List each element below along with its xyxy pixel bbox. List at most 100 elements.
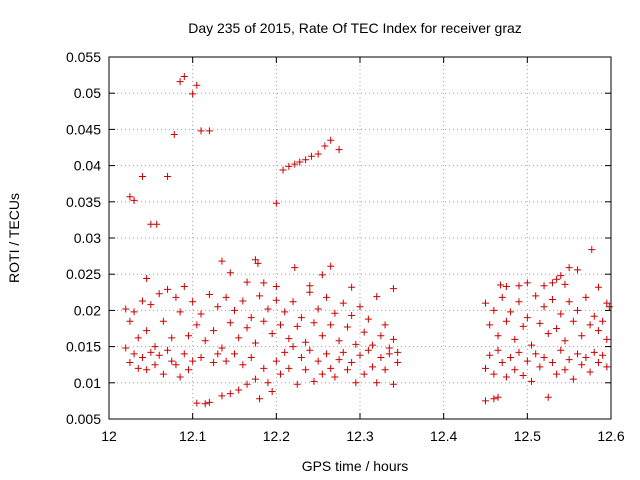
- data-point: [189, 90, 197, 98]
- y-tick-label: 0.025: [66, 266, 101, 282]
- data-point: [147, 301, 155, 309]
- data-point: [544, 393, 552, 401]
- data-point: [356, 303, 364, 311]
- data-point: [130, 196, 138, 204]
- data-point: [318, 332, 326, 340]
- data-point: [502, 373, 510, 381]
- data-point: [318, 271, 326, 279]
- x-tick-labels: 12 12.1 12.2 12.3 12.4 12.5 12.6: [101, 428, 625, 444]
- data-point: [256, 395, 264, 403]
- data-point: [147, 220, 155, 228]
- data-point: [318, 370, 326, 378]
- data-point: [214, 303, 222, 311]
- data-point: [138, 297, 146, 305]
- data-point: [482, 397, 489, 405]
- data-point: [586, 321, 594, 329]
- data-point: [155, 290, 163, 298]
- data-point: [134, 334, 142, 342]
- data-point: [327, 321, 335, 329]
- data-point: [143, 327, 151, 335]
- x-axis-label: GPS time / hours: [302, 458, 409, 474]
- data-point: [339, 299, 347, 307]
- data-point: [243, 278, 251, 286]
- data-point: [578, 361, 586, 369]
- data-point: [243, 324, 251, 332]
- data-point: [394, 348, 402, 356]
- x-tick-label: 12.5: [514, 428, 541, 444]
- data-point: [528, 377, 536, 385]
- data-point: [251, 375, 259, 383]
- data-point: [314, 357, 322, 365]
- data-point: [548, 359, 556, 367]
- data-point: [373, 293, 381, 301]
- data-point: [327, 262, 335, 270]
- data-point: [260, 364, 268, 372]
- data-point: [159, 317, 167, 325]
- data-point: [291, 264, 299, 272]
- data-point: [302, 338, 310, 346]
- data-point: [143, 275, 151, 283]
- data-point: [544, 330, 552, 338]
- data-point: [586, 368, 594, 376]
- data-point: [138, 353, 146, 361]
- data-points: [122, 73, 613, 408]
- data-point: [285, 364, 293, 372]
- y-tick-labels: 0.005 0.01 0.015 0.02 0.025 0.03 0.035 0.04 0.04…: [66, 49, 101, 427]
- data-point: [218, 392, 226, 400]
- y-tick-label: 0.03: [74, 230, 101, 246]
- data-point: [360, 328, 368, 336]
- data-point: [285, 335, 293, 343]
- data-point: [321, 142, 329, 150]
- y-tick-label: 0.035: [66, 194, 101, 210]
- data-point: [279, 166, 287, 174]
- data-point: [482, 364, 489, 372]
- data-point: [289, 298, 297, 306]
- data-point: [486, 351, 494, 359]
- data-point: [588, 246, 596, 254]
- chart-title: Day 235 of 2015, Rate Of TEC Index for r…: [188, 20, 522, 36]
- data-point: [536, 319, 544, 327]
- data-point: [193, 81, 201, 89]
- data-point: [502, 317, 510, 325]
- data-point: [264, 305, 272, 313]
- data-point: [205, 290, 213, 298]
- data-point: [389, 380, 397, 388]
- data-point: [247, 314, 255, 322]
- data-point: [291, 160, 299, 168]
- data-point: [210, 359, 218, 367]
- data-point: [578, 332, 586, 340]
- data-point: [231, 350, 238, 358]
- data-point: [515, 282, 523, 290]
- data-point: [222, 293, 230, 301]
- data-point: [197, 353, 205, 361]
- data-point: [272, 357, 280, 365]
- data-point: [122, 305, 130, 313]
- data-point: [293, 322, 301, 330]
- data-point: [134, 364, 142, 372]
- data-point: [343, 323, 351, 331]
- data-point: [553, 370, 561, 378]
- data-point: [314, 150, 322, 158]
- data-point: [364, 346, 372, 354]
- data-point: [235, 386, 243, 394]
- data-point: [272, 296, 280, 304]
- data-point: [590, 312, 598, 320]
- x-tick-label: 12.2: [263, 428, 290, 444]
- data-point: [605, 303, 613, 311]
- data-point: [251, 256, 259, 264]
- data-point: [306, 288, 314, 296]
- data-point: [561, 280, 569, 288]
- data-point: [147, 348, 155, 356]
- data-point: [557, 310, 565, 318]
- data-point: [486, 321, 494, 329]
- data-point: [189, 298, 197, 306]
- data-point: [369, 363, 377, 371]
- data-point: [155, 351, 163, 359]
- data-point: [599, 351, 607, 359]
- data-point: [364, 315, 372, 323]
- data-point: [172, 361, 180, 369]
- data-point: [193, 399, 201, 407]
- data-point: [289, 343, 297, 351]
- data-point: [126, 317, 134, 325]
